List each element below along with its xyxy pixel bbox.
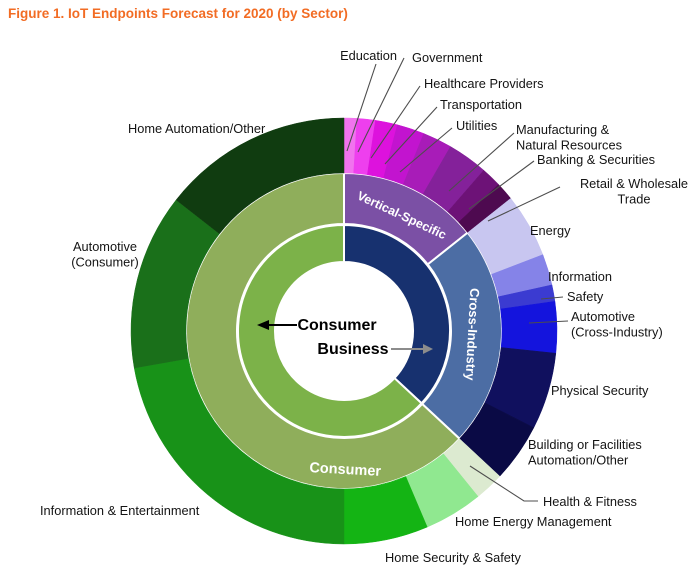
label-information: Information [548, 269, 612, 284]
leader-line-9 [528, 320, 569, 324]
consumer-arrow-head-icon [257, 320, 269, 330]
segment-outer-home-automation-other [175, 117, 345, 234]
label-automotive-cross-industry: Automotive (Cross-Industry) [571, 309, 663, 340]
label-home-security-safety: Home Security & Safety [385, 550, 521, 565]
label-education: Education [340, 48, 397, 63]
ring-outer [130, 117, 558, 545]
label-energy: Energy [530, 223, 571, 238]
leader-line-3 [384, 106, 438, 165]
label-building-or-facilities-automation-other: Building or Facilities Automation/Other [528, 437, 642, 468]
ring-title-cross-industry: Cross-Industry [463, 288, 483, 382]
label-information-entertainment: Information & Entertainment [40, 503, 200, 518]
label-safety: Safety [567, 289, 604, 304]
segment-outer-automotive-cross-industry [500, 301, 558, 354]
label-retail-wholesale-trade: Retail & Wholesale Trade [580, 176, 688, 207]
leader-line-10 [469, 465, 538, 502]
leader-lines-group [346, 57, 569, 502]
ring-title-consumer: Consumer [309, 460, 382, 480]
leader-line-2 [370, 85, 421, 159]
label-home-automation-other: Home Automation/Other [128, 121, 266, 136]
leader-line-6 [468, 160, 535, 210]
leader-line-4 [399, 127, 453, 173]
label-utilities: Utilities [456, 118, 497, 133]
label-government: Government [412, 50, 483, 65]
label-automotive-consumer: Automotive (Consumer) [71, 239, 139, 270]
center-business-label: Business [317, 341, 388, 358]
segment-inner-business [343, 224, 451, 405]
label-healthcare-providers: Healthcare Providers [424, 76, 544, 91]
leader-line-1 [357, 57, 405, 153]
leader-line-7 [487, 186, 561, 222]
label-physical-security: Physical Security [551, 383, 649, 398]
label-banking-securities: Banking & Securities [537, 152, 655, 167]
segment-inner-consumer [237, 224, 423, 438]
segment-labels-group: Education Government Healthcare Providers T… [40, 48, 688, 565]
center-labels-group: Consumer Business [257, 317, 433, 358]
leader-line-5 [448, 132, 515, 192]
ring-middle [185, 172, 503, 490]
label-manufacturing-natural-resources: Manufacturing & Natural Resources [516, 122, 622, 153]
center-consumer-label: Consumer [297, 317, 376, 334]
leader-line-8 [540, 296, 564, 300]
label-home-energy-management: Home Energy Management [455, 514, 612, 529]
business-arrow-head-icon [423, 344, 433, 354]
rings-group [130, 117, 558, 545]
ring-inner [237, 224, 451, 438]
label-health-fitness: Health & Fitness [543, 494, 637, 509]
leader-line-0 [346, 63, 377, 152]
label-transportation: Transportation [440, 97, 522, 112]
figure-title: Figure 1. IoT Endpoints Forecast for 202… [8, 6, 348, 21]
